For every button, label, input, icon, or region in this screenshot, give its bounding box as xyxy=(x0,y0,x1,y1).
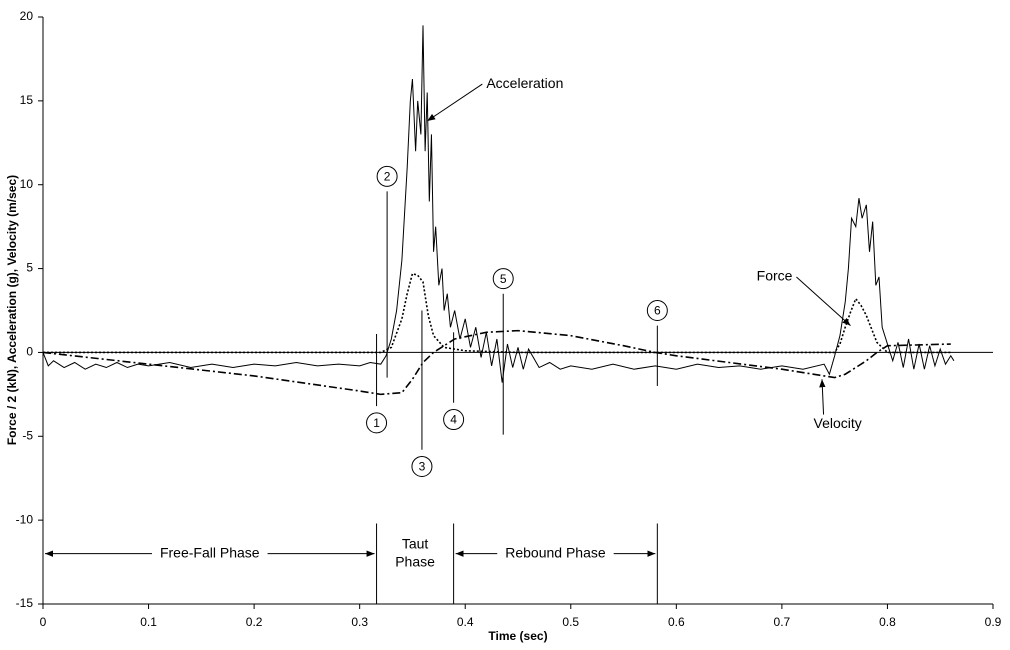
y-tick-label: 20 xyxy=(20,9,34,23)
annotation-label: Acceleration xyxy=(486,75,563,91)
y-tick-label: 5 xyxy=(26,261,33,275)
y-tick-label: -5 xyxy=(22,428,33,442)
y-tick-label: 15 xyxy=(20,93,34,107)
x-tick-label: 0.2 xyxy=(246,615,263,629)
x-tick-label: 0.5 xyxy=(562,615,579,629)
y-axis-title: Force / 2 (kN), Acceleration (g), Veloci… xyxy=(5,175,19,445)
event-label: 2 xyxy=(384,170,391,184)
x-tick-label: 0.8 xyxy=(879,615,896,629)
x-tick-label: 0 xyxy=(40,615,47,629)
x-tick-label: 0.7 xyxy=(774,615,791,629)
annotation-label: Velocity xyxy=(814,415,862,431)
series-line xyxy=(42,25,955,383)
event-label: 1 xyxy=(373,416,380,430)
event-circle xyxy=(366,412,388,434)
phase-label: Taut Phase xyxy=(395,535,435,569)
x-tick-label: 0.4 xyxy=(457,615,474,629)
event-circle xyxy=(443,409,465,431)
annotation-arrow xyxy=(426,83,483,122)
event-circle xyxy=(646,300,668,321)
x-tick-label: 0.3 xyxy=(351,615,368,629)
x-tick-label: 0.1 xyxy=(140,615,157,629)
annotation-arrow xyxy=(819,379,826,415)
y-tick-label: -15 xyxy=(16,596,34,610)
y-tick-label: -10 xyxy=(16,512,34,526)
y-tick-label: 0 xyxy=(26,345,33,359)
event-label: 6 xyxy=(654,304,661,318)
event-circle xyxy=(492,268,514,290)
x-tick-label: 0.9 xyxy=(985,615,1002,629)
event-label: 5 xyxy=(500,272,507,286)
event-label: 4 xyxy=(450,413,457,427)
phase-label: Rebound Phase xyxy=(505,544,606,560)
event-circle xyxy=(376,165,398,187)
event-label: 3 xyxy=(419,460,426,474)
annotation-arrow xyxy=(796,276,851,326)
event-circle xyxy=(411,455,433,477)
x-axis-title: Time (sec) xyxy=(488,629,547,643)
y-tick-label: 10 xyxy=(20,177,34,191)
series-line xyxy=(43,272,951,354)
series-line xyxy=(42,329,951,396)
x-tick-label: 0.6 xyxy=(668,615,685,629)
annotation-label: Force xyxy=(757,268,793,284)
phase-label: Free-Fall Phase xyxy=(160,544,260,560)
